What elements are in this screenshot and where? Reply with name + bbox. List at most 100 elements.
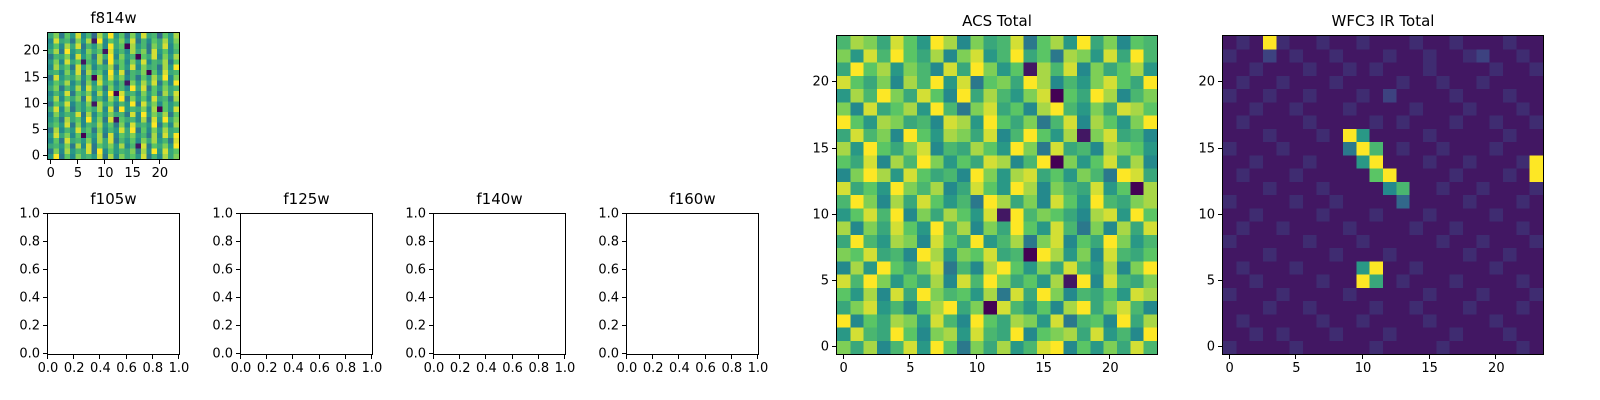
x-tick-mark (564, 354, 565, 359)
y-tick-label: 1.0 (19, 206, 40, 222)
y-tick-label: 0.6 (212, 262, 233, 278)
y-tick-mark (622, 213, 627, 214)
y-tick-label: 0.2 (405, 318, 426, 334)
plot-title-f125w: f125w (283, 189, 330, 208)
y-tick-mark (832, 213, 837, 215)
x-tick-label: 1.0 (554, 361, 576, 376)
x-tick-label: 0.2 (642, 361, 664, 376)
y-tick-label: 0.0 (212, 346, 233, 362)
y-tick-label: 0 (820, 339, 829, 355)
y-tick-label: 0 (1206, 339, 1215, 355)
x-tick-label: 0.0 (616, 361, 638, 376)
y-tick-mark (429, 213, 434, 214)
heatmap-image-wfc3-ir-total (1223, 36, 1543, 354)
y-tick-mark (429, 269, 434, 270)
y-tick-label: 15 (23, 70, 40, 86)
y-tick-label: 5 (820, 273, 829, 289)
y-tick-mark (43, 129, 48, 131)
x-tick-mark (99, 354, 101, 359)
x-tick-label: 0.0 (230, 361, 252, 376)
y-tick-mark (622, 353, 627, 354)
plot-title-f105w: f105w (90, 189, 137, 208)
x-tick-mark (537, 354, 539, 359)
y-tick-label: 0.2 (598, 318, 619, 334)
y-tick-mark (622, 269, 627, 270)
y-tick-mark (1218, 147, 1223, 149)
y-tick-mark (429, 297, 434, 298)
x-tick-label: 1.0 (361, 361, 383, 376)
x-tick-label: 5 (73, 166, 83, 181)
y-tick-label: 0.4 (405, 290, 426, 306)
y-tick-label: 5 (31, 122, 40, 138)
y-tick-mark (1218, 81, 1223, 83)
x-tick-mark (1428, 354, 1430, 359)
y-tick-label: 0.4 (598, 290, 619, 306)
y-tick-mark (622, 325, 627, 326)
y-tick-mark (429, 325, 434, 326)
x-tick-mark (371, 354, 372, 359)
plot-f160w: f160w 0.0 0.2 0.4 0.6 0.8 1.0 0.0 0.2 0.4 0.6 0.8 1… (598, 190, 768, 375)
x-tick-mark (1042, 354, 1044, 359)
plot-title-acs-total: ACS Total (962, 11, 1032, 30)
y-tick-mark (1218, 213, 1223, 215)
x-tick-label: 10 (968, 361, 986, 376)
x-tick-mark (292, 354, 294, 359)
y-tick-label: 0.6 (405, 262, 426, 278)
x-tick-mark (976, 354, 977, 359)
heatmap-image-f814w (48, 33, 179, 159)
x-tick-mark (125, 354, 127, 359)
y-tick-label: 20 (812, 74, 829, 90)
x-tick-mark (266, 354, 268, 359)
y-tick-mark (429, 241, 434, 242)
x-tick-label: 0.2 (449, 361, 471, 376)
x-tick-label: 0.4 (90, 361, 111, 376)
plot-title-f814w: f814w (90, 8, 137, 27)
x-tick-mark (77, 159, 79, 164)
x-tick-mark (344, 354, 346, 359)
y-tick-label: 0.2 (19, 318, 40, 334)
x-tick-label: 0.6 (116, 361, 137, 376)
plot-f814w: f814w 0 5 10 15 20 0 5 10 15 20 (23, 9, 180, 180)
x-tick-mark (1109, 354, 1111, 359)
x-tick-mark (1228, 354, 1230, 359)
x-tick-mark (73, 354, 75, 359)
y-tick-mark (236, 269, 241, 270)
x-tick-label: 15 (1035, 361, 1052, 376)
x-tick-mark (131, 159, 133, 164)
plot-f105w: f105w 0.0 0.2 0.4 0.6 0.8 1.0 0.0 0.2 0.4 0.6 0.8 1… (19, 190, 189, 375)
y-tick-label: 5 (1206, 273, 1215, 289)
y-tick-mark (43, 76, 48, 78)
y-tick-mark (832, 81, 837, 83)
x-tick-label: 5 (906, 361, 915, 376)
x-tick-label: 0 (1225, 361, 1234, 376)
x-tick-mark (730, 354, 732, 359)
y-tick-label: 0.4 (212, 290, 233, 306)
x-tick-label: 0.0 (37, 361, 59, 376)
x-tick-mark (104, 159, 106, 164)
x-tick-mark (49, 159, 51, 164)
y-tick-label: 0.6 (598, 262, 619, 278)
x-tick-label: 0.8 (721, 361, 743, 376)
y-tick-mark (236, 297, 241, 298)
x-tick-label: 1.0 (747, 361, 769, 376)
x-tick-mark (909, 354, 911, 359)
y-tick-mark (236, 241, 241, 242)
x-tick-mark (652, 354, 654, 359)
x-tick-mark (704, 354, 706, 359)
y-tick-mark (622, 241, 627, 242)
y-tick-mark (236, 325, 241, 326)
x-tick-label: 20 (151, 166, 169, 181)
y-tick-label: 0.6 (19, 262, 40, 278)
x-tick-mark (842, 354, 844, 359)
y-tick-label: 0 (31, 148, 40, 164)
y-tick-label: 0.8 (598, 234, 619, 250)
y-tick-label: 10 (1198, 207, 1215, 223)
y-tick-mark (43, 155, 48, 157)
x-tick-label: 0.4 (669, 361, 690, 376)
x-tick-label: 0.6 (502, 361, 523, 376)
x-tick-mark (151, 354, 153, 359)
y-tick-label: 15 (1198, 141, 1215, 157)
y-tick-mark (1218, 346, 1223, 348)
y-tick-mark (43, 102, 48, 104)
y-tick-label: 0.0 (405, 346, 426, 362)
